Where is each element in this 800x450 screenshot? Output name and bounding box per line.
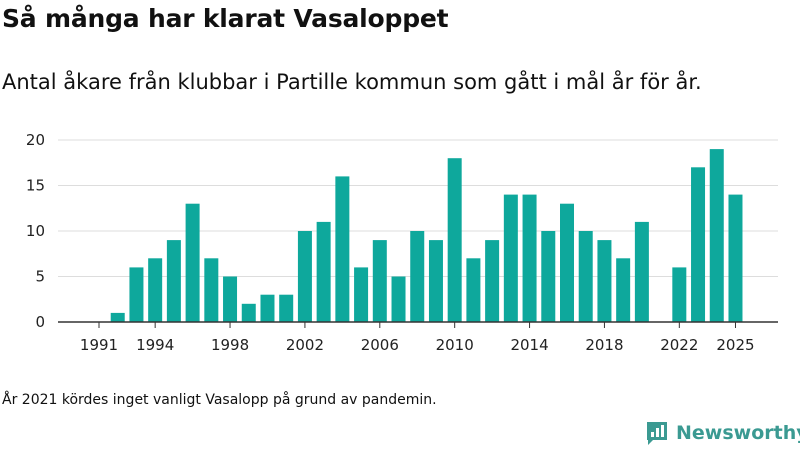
bar (447, 158, 462, 322)
y-tick-label: 5 (35, 268, 45, 286)
chart-footnote: År 2021 kördes inget vanligt Vasalopp på… (2, 392, 437, 408)
bar (634, 221, 649, 322)
x-tick-label: 2014 (510, 336, 548, 354)
bar (110, 312, 125, 322)
y-tick-label: 0 (35, 313, 45, 331)
bar (560, 203, 574, 322)
bar (260, 294, 275, 322)
bar (185, 203, 200, 322)
x-tick-label: 2018 (585, 336, 623, 354)
bar (597, 240, 612, 322)
x-tick-label: 2002 (286, 336, 324, 354)
bar (522, 194, 537, 322)
bar (166, 240, 181, 322)
bar (241, 303, 256, 322)
bar (503, 194, 518, 322)
y-tick-label: 10 (26, 222, 45, 240)
y-tick-label: 20 (26, 131, 45, 149)
bar (148, 258, 163, 322)
bar (541, 231, 556, 322)
bar (485, 240, 500, 322)
brand-logo: Newsworthy (645, 420, 800, 446)
chart-subtitle: Antal åkare från klubbar i Partille komm… (2, 70, 702, 94)
bar (354, 267, 369, 322)
chart-title: Så många har klarat Vasaloppet (2, 4, 449, 33)
bar (391, 276, 406, 322)
bar (316, 221, 331, 322)
bar (672, 267, 687, 322)
bar (466, 258, 481, 322)
x-tick-label: 2006 (361, 336, 399, 354)
bar (279, 294, 294, 322)
x-tick-label: 1994 (136, 336, 174, 354)
x-tick-label: 1991 (80, 336, 118, 354)
x-tick-label: 2022 (660, 336, 698, 354)
bar (129, 267, 144, 322)
bar (410, 231, 425, 322)
x-tick-label: 2025 (716, 336, 754, 354)
bar (709, 149, 724, 322)
y-tick-label: 15 (26, 177, 45, 195)
bar (578, 231, 593, 322)
bar (372, 240, 387, 322)
bar (691, 167, 706, 322)
bar (223, 276, 238, 322)
newsworthy-logo-icon (647, 422, 667, 445)
bar (428, 240, 443, 322)
bar (335, 176, 350, 322)
brand-name: Newsworthy (676, 422, 800, 444)
bar (616, 258, 631, 322)
bar (297, 231, 312, 322)
bar (728, 194, 743, 322)
x-tick-label: 2010 (436, 336, 474, 354)
bar (204, 258, 219, 322)
x-tick-label: 1998 (211, 336, 249, 354)
bar-chart: 0 5 10 15 20 1991 1994 1998 2002 2006 2010 2014 2018… (26, 131, 778, 354)
